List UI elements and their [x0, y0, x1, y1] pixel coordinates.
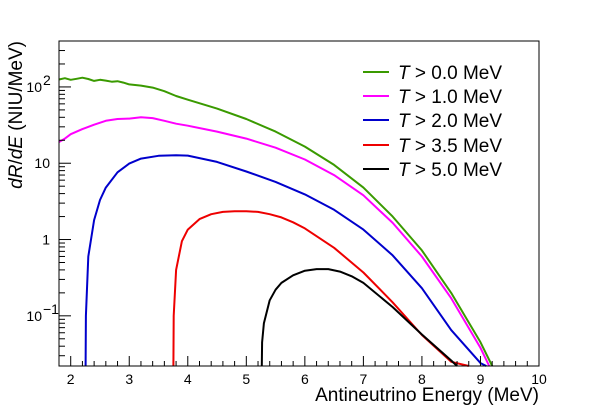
y-axis-title-slash: /: [6, 159, 27, 165]
x-tick-label: 5: [242, 371, 250, 387]
series-line-3: [84, 154, 487, 367]
y-tick-label: 1: [42, 232, 50, 248]
y-axis-title-unit: (NIU/MeV): [6, 41, 27, 131]
x-tick-label: 7: [359, 371, 367, 387]
x-tick-label: 9: [477, 371, 485, 387]
series-line-5: [260, 268, 458, 367]
x-axis-title: Antineutrino Energy (MeV): [315, 385, 539, 406]
y-tick-label: 10: [26, 79, 42, 95]
y-axis-title: dR/dE (NIU/MeV): [6, 41, 27, 189]
x-tick-label: 2: [67, 371, 75, 387]
series-line-1: [58, 76, 494, 367]
y-axis-title-denominator: dE: [6, 136, 27, 160]
x-tick-label: 6: [301, 371, 309, 387]
y-axis-title-numerator: dR: [6, 164, 27, 189]
y-tick-exponent: −1: [43, 301, 59, 317]
legend-label-2: T > 1.0 MeV: [398, 87, 502, 108]
legend: T > 0.0 MeV T > 1.0 MeV T > 2.0 MeV T > 3.5…: [363, 63, 502, 181]
series-line-4: [172, 210, 470, 367]
series-line-2: [58, 116, 491, 367]
x-tick-label: 4: [184, 371, 192, 387]
y-tick-label: 10: [26, 308, 42, 324]
legend-label-4: T > 3.5 MeV: [398, 136, 502, 157]
x-tick-label: 8: [418, 371, 426, 387]
x-tick-label: 10: [531, 371, 547, 387]
legend-label-5: T > 5.0 MeV: [398, 160, 502, 181]
series-layer: [58, 76, 494, 367]
legend-label-3: T > 2.0 MeV: [398, 111, 502, 132]
legend-label-1: T > 0.0 MeV: [398, 63, 502, 84]
y-tick-exponent: 2: [43, 72, 51, 88]
x-tick-label: 3: [125, 371, 133, 387]
y-tick-label: 10: [34, 155, 50, 171]
